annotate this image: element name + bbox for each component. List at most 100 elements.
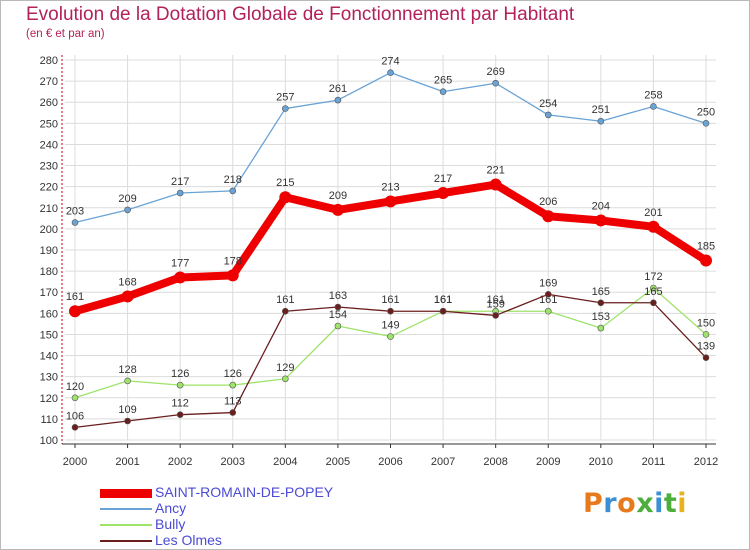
data-point-les-olmes-2000 [71,424,79,431]
legend-label-bully: Bully [155,516,186,532]
logo-letter: x [636,488,655,519]
data-point-saint-romain-de-popey-2003 [226,269,239,282]
data-point-ancy-2007 [439,88,447,95]
data-point-les-olmes-2006 [387,307,394,315]
y-tick-label-210: 210 [40,203,58,215]
y-tick-label-110: 110 [40,414,58,426]
data-label-saint-romain-de-popey-2005: 209 [329,190,347,202]
data-label-les-olmes-2001: 109 [118,404,136,416]
data-point-bully-2004 [282,375,289,383]
data-point-ancy-2004 [282,105,289,112]
data-label-bully-2007: 161 [434,294,452,306]
y-tick-label-280: 280 [40,55,58,67]
y-tick-label-100: 100 [40,435,58,447]
data-point-bully-2009 [544,307,552,315]
x-tick-label-2009: 2009 [536,456,560,468]
data-point-saint-romain-de-popey-2006 [384,195,397,208]
data-label-les-olmes-2011: 165 [644,286,662,298]
data-point-bully-2010 [597,324,605,332]
data-point-saint-romain-de-popey-2010 [594,214,607,227]
data-label-bully-2010: 153 [592,311,610,323]
data-label-bully-2011: 172 [644,271,662,283]
data-label-les-olmes-2003: 113 [224,396,242,408]
series-bully: 120 128 126 126 129 154 149 161 161 161 153 172 150 [66,271,715,402]
data-label-bully-2000: 120 [66,381,84,393]
legend-label-saint-romain-de-popey: SAINT-ROMAIN-DE-POPEY [155,484,334,500]
y-tick-label-270: 270 [40,76,58,88]
data-point-saint-romain-de-popey-2000 [69,305,81,318]
data-point-saint-romain-de-popey-2004 [279,191,292,204]
data-point-bully-2012 [702,331,710,338]
data-point-les-olmes-2002 [176,411,184,418]
data-point-bully-2000 [71,394,79,402]
data-label-saint-romain-de-popey-2011: 201 [644,207,662,219]
x-tick-label-2005: 2005 [326,456,350,468]
data-point-saint-romain-de-popey-2001 [121,290,134,303]
data-label-ancy-2001: 209 [118,193,136,205]
legend-item-ancy: Ancy [100,500,430,517]
data-label-bully-2005: 154 [329,309,347,321]
legend-label-ancy: Ancy [155,500,187,516]
data-label-ancy-2002: 217 [171,176,189,188]
data-label-bully-2009: 161 [539,294,557,306]
data-label-ancy-2003: 218 [224,174,242,186]
y-tick-label-220: 220 [40,182,58,194]
series-ancy: 203 209 217 218 257 261 274 265 269 254 251 258 250 [66,56,715,226]
data-label-saint-romain-de-popey-2004: 215 [276,177,294,189]
data-point-bully-2006 [387,333,394,340]
legend-swatch-bully [100,524,152,526]
data-point-bully-2003 [229,381,237,389]
data-label-saint-romain-de-popey-2012: 185 [697,241,715,253]
data-point-ancy-2005 [334,96,342,104]
data-point-bully-2002 [176,381,184,389]
data-point-ancy-2009 [544,111,552,119]
data-label-les-olmes-2004: 161 [276,294,294,306]
y-tick-label-250: 250 [40,118,58,130]
y-tick-label-140: 140 [40,351,58,363]
data-label-saint-romain-de-popey-2003: 178 [224,255,242,267]
y-tick-label-160: 160 [40,308,58,320]
data-label-les-olmes-2005: 163 [329,290,347,302]
x-tick-label-2004: 2004 [273,456,297,468]
data-label-saint-romain-de-popey-2007: 217 [434,173,452,185]
data-label-bully-2001: 128 [118,364,136,376]
y-tick-label-150: 150 [40,329,58,341]
data-label-bully-2006: 149 [381,320,399,332]
data-label-saint-romain-de-popey-2001: 168 [118,276,136,288]
data-point-ancy-2006 [387,69,394,76]
legend-item-saint-romain-de-popey: SAINT-ROMAIN-DE-POPEY [100,484,430,501]
y-tick-label-260: 260 [40,97,58,109]
data-label-les-olmes-2009: 169 [539,277,557,289]
x-tick-label-2001: 2001 [115,456,139,468]
data-label-ancy-2011: 258 [644,89,662,101]
y-tick-label-180: 180 [40,266,58,278]
y-tick-label-120: 120 [40,393,58,405]
data-point-bully-2001 [124,377,131,385]
data-label-saint-romain-de-popey-2006: 213 [381,181,399,193]
data-label-les-olmes-2012: 139 [697,341,715,353]
logo-letter: i [654,488,664,519]
legend-item-les-olmes: Les Olmes [100,532,430,549]
y-tick-label-190: 190 [40,245,58,257]
data-point-les-olmes-2009 [544,291,552,298]
data-label-les-olmes-2006: 161 [381,294,399,306]
x-tick-label-2012: 2012 [694,456,718,468]
y-tick-label-240: 240 [40,139,58,151]
data-point-les-olmes-2008 [492,312,499,319]
data-label-ancy-2010: 251 [592,104,610,116]
series-saint-romain-de-popey: 161 168 177 178 215 209 213 217 221 206 204 201 185 [66,165,715,318]
data-label-saint-romain-de-popey-2010: 204 [592,200,610,212]
legend-item-bully: Bully [100,516,430,533]
data-point-saint-romain-de-popey-2011 [647,220,660,233]
chart-legend: SAINT-ROMAIN-DE-POPEY Ancy Bully Les Olmes [100,484,430,549]
y-tick-label-200: 200 [40,224,58,236]
x-tick-label-2003: 2003 [221,456,245,468]
data-label-ancy-2004: 257 [276,92,294,104]
y-tick-label-170: 170 [40,287,58,299]
data-point-ancy-2001 [124,206,131,214]
data-label-ancy-2005: 261 [329,83,347,95]
data-point-les-olmes-2012 [702,354,710,361]
x-tick-label-2007: 2007 [431,456,455,468]
